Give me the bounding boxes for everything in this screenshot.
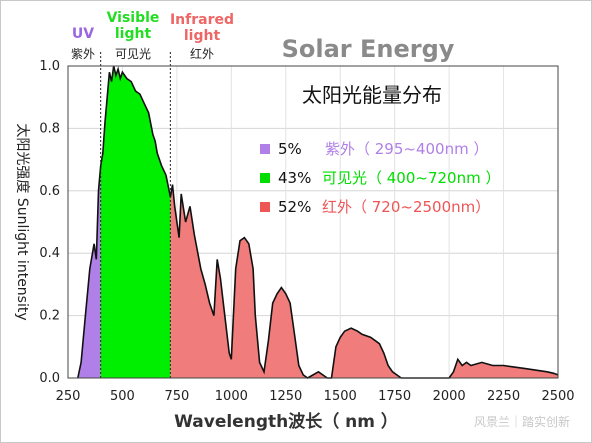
region-label-en-2-0: Infrared (170, 12, 234, 28)
x-tick-0: 250 (56, 389, 81, 404)
y-tick-4: 0.8 (39, 121, 60, 136)
region-label-zh-1: 可见光 (115, 47, 151, 61)
y-axis-label: 太阳光强度 Sunlight intensity (14, 123, 30, 320)
y-tick-0: 0.0 (39, 371, 60, 386)
y-tick-3: 0.6 (39, 184, 60, 199)
y-tick-1: 0.2 (39, 309, 60, 324)
region-label-en-1-1: light (115, 26, 152, 42)
legend-swatch-1 (260, 173, 270, 183)
legend-label-2: 红外（ 720~2500nm） (322, 198, 490, 216)
legend-pct-0: 5% (278, 140, 302, 158)
x-tick-9: 2500 (541, 389, 574, 404)
x-tick-3: 1000 (215, 389, 248, 404)
legend: 5% 紫外（ 295~400nm ） 43% 可见光（ 400~720nm ） 52% 红… (260, 140, 501, 216)
region-label-zh-2: 红外 (190, 46, 214, 61)
x-tick-4: 1250 (269, 389, 302, 404)
x-tick-5: 1500 (324, 389, 357, 404)
chart-subtitle: 太阳光能量分布 (302, 83, 442, 107)
spectrum-areas (77, 66, 558, 378)
region-label-zh-0: 紫外 (71, 47, 95, 61)
legend-swatch-2 (260, 202, 270, 212)
x-tick-6: 1750 (378, 389, 411, 404)
region-label-en-0-0: UV (72, 26, 94, 42)
region-label-en-2-1: light (184, 28, 221, 44)
x-tick-7: 2000 (433, 389, 466, 404)
y-tick-2: 0.4 (39, 246, 60, 261)
area-region-0 (77, 165, 101, 378)
watermark: 风景兰｜踏实创新 (474, 414, 570, 429)
legend-pct-1: 43% (278, 169, 311, 187)
x-tick-1: 500 (110, 389, 135, 404)
legend-label-1: 可见光（ 400~720nm ） (322, 169, 501, 187)
x-tick-2: 750 (164, 389, 189, 404)
y-tick-labels: 0.0 0.2 0.4 0.6 0.8 1.0 (39, 59, 60, 386)
legend-swatch-0 (260, 144, 270, 154)
chart-title: Solar Energy (282, 35, 455, 63)
legend-label-0: 紫外（ 295~400nm ） (325, 140, 488, 158)
x-tick-labels: 250 500 750 1000 1250 1500 1750 2000 2250 2500 (56, 389, 575, 404)
x-axis-label: Wavelength波长（ nm ） (174, 411, 398, 432)
x-tick-8: 2250 (487, 389, 520, 404)
plot-border (67, 65, 559, 379)
legend-pct-2: 52% (278, 198, 311, 216)
y-tick-5: 1.0 (39, 59, 60, 74)
area-region-2 (170, 184, 558, 378)
region-label-en-1-0: Visible (107, 10, 160, 26)
area-region-1 (100, 66, 171, 378)
